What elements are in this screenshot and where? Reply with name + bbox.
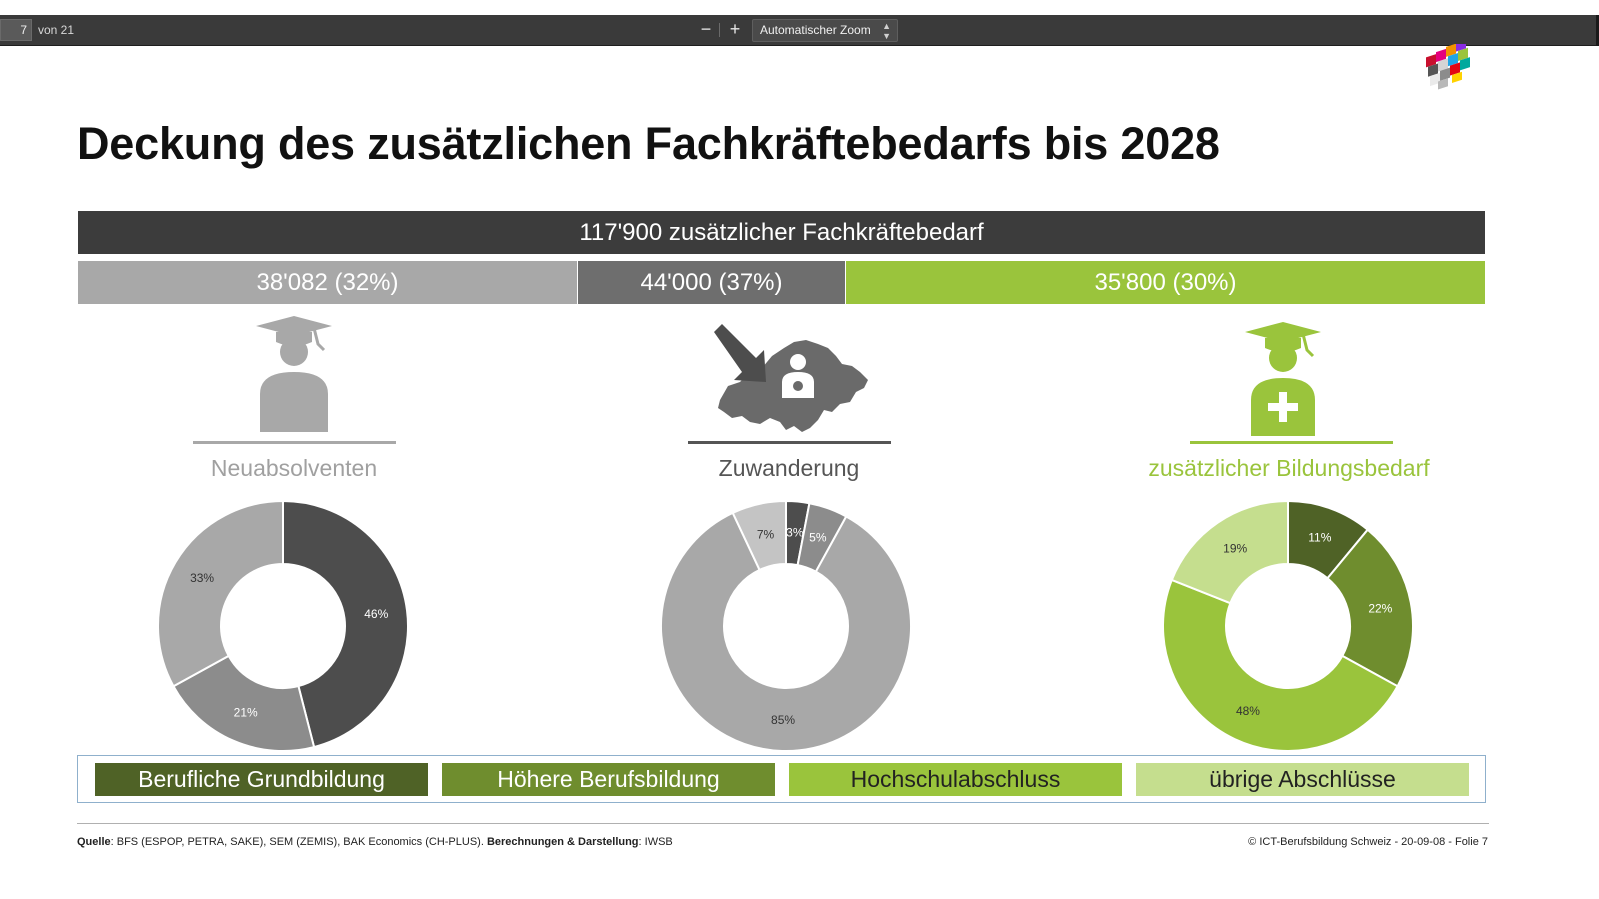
legend-item-vocational-basic: Berufliche Grundbildung xyxy=(95,763,428,796)
legend-item-higher-vocational: Höhere Berufsbildung xyxy=(442,763,775,796)
donut-slice-label: 22% xyxy=(1368,601,1392,615)
donut-slice xyxy=(1162,578,1399,752)
legend-item-university: Hochschulabschluss xyxy=(789,763,1122,796)
donut-slice xyxy=(731,500,787,572)
graduate-icon xyxy=(256,316,332,432)
zoom-in-button[interactable]: + xyxy=(729,19,741,39)
zoom-select[interactable]: Automatischer Zoom ▲ ▼ xyxy=(752,19,898,42)
donut-chart-new-graduates: 46% 21% 33% xyxy=(157,500,409,752)
zoom-select-value: Automatischer Zoom xyxy=(760,23,871,37)
column-label-immigration: Zuwanderung xyxy=(718,455,860,481)
segment-immigration: 44'000 (37%) xyxy=(578,261,845,304)
footer-calc-key: Berechnungen & Darstellung xyxy=(486,836,639,848)
page-total-label: von 21 xyxy=(38,23,75,37)
donut-chart-education-demand: 11% 22% 48% 19% xyxy=(1162,500,1414,752)
donut-slice-label: 7% xyxy=(757,527,775,541)
column-rule-education-demand xyxy=(1190,441,1393,444)
donut-slice-label: 5% xyxy=(809,531,827,545)
donut-slice-label: 11% xyxy=(1308,531,1331,545)
donut-slice xyxy=(660,511,912,752)
footer-divider xyxy=(77,823,1489,824)
column-label-education-demand: zusätzlicher Bildungsbedarf xyxy=(1148,455,1430,481)
donut-slice-label: 85% xyxy=(771,713,795,727)
footer-copyright: © ICT-Berufsbildung Schweiz - 20-09-08 -… xyxy=(1248,836,1488,848)
footer-source-text: : BFS (ESPOP, PETRA, SAKE), SEM (ZEMIS),… xyxy=(110,836,487,848)
donut-chart-immigration: 3% 5% 85% 7% xyxy=(660,500,912,752)
footer-source-key: Quelle xyxy=(77,836,111,848)
window-top-strip xyxy=(0,0,1599,15)
segment-new-graduates: 38'082 (32%) xyxy=(78,261,577,304)
donut-slice xyxy=(172,654,316,752)
switzerland-immigration-icon xyxy=(714,324,868,432)
column-rule-new-graduates xyxy=(193,441,396,444)
total-demand-bar: 117'900 zusätzlicher Fachkräftebedarf xyxy=(78,211,1485,254)
column-label-new-graduates: Neuabsolventen xyxy=(210,455,378,481)
donut-slice-label: 46% xyxy=(364,607,388,621)
pdf-toolbar: 7 von 21 − + Automatischer Zoom ▲ ▼ xyxy=(0,15,1599,46)
ict-logo-icon xyxy=(1426,44,1470,90)
donut-slice xyxy=(1170,500,1289,605)
graduate-plus-icon xyxy=(1245,322,1321,436)
footer-calc-text: : IWSB xyxy=(638,836,673,848)
donut-slice-label: 33% xyxy=(190,571,214,585)
footer-source: Quelle: BFS (ESPOP, PETRA, SAKE), SEM (Z… xyxy=(77,836,673,848)
donut-slice xyxy=(1326,528,1414,688)
donut-slice xyxy=(282,500,409,749)
donut-slice-label: 3% xyxy=(786,525,804,539)
donut-slice-label: 48% xyxy=(1236,704,1260,718)
chevron-updown-icon: ▲ ▼ xyxy=(882,21,891,41)
slide-title: Deckung des zusätzlichen Fachkräftebedar… xyxy=(77,118,1220,169)
column-rule-immigration xyxy=(688,441,891,444)
segment-education-demand: 35'800 (30%) xyxy=(846,261,1485,304)
donut-slice xyxy=(157,500,284,688)
donut-slice-label: 21% xyxy=(234,705,258,719)
donut-slice-label: 19% xyxy=(1223,541,1247,555)
toolbar-separator xyxy=(719,23,720,37)
scrollbar-edge[interactable] xyxy=(1596,15,1599,46)
legend-item-other: übrige Abschlüsse xyxy=(1136,763,1469,796)
zoom-out-button[interactable]: − xyxy=(700,19,712,39)
page-number-input[interactable]: 7 xyxy=(0,19,32,41)
